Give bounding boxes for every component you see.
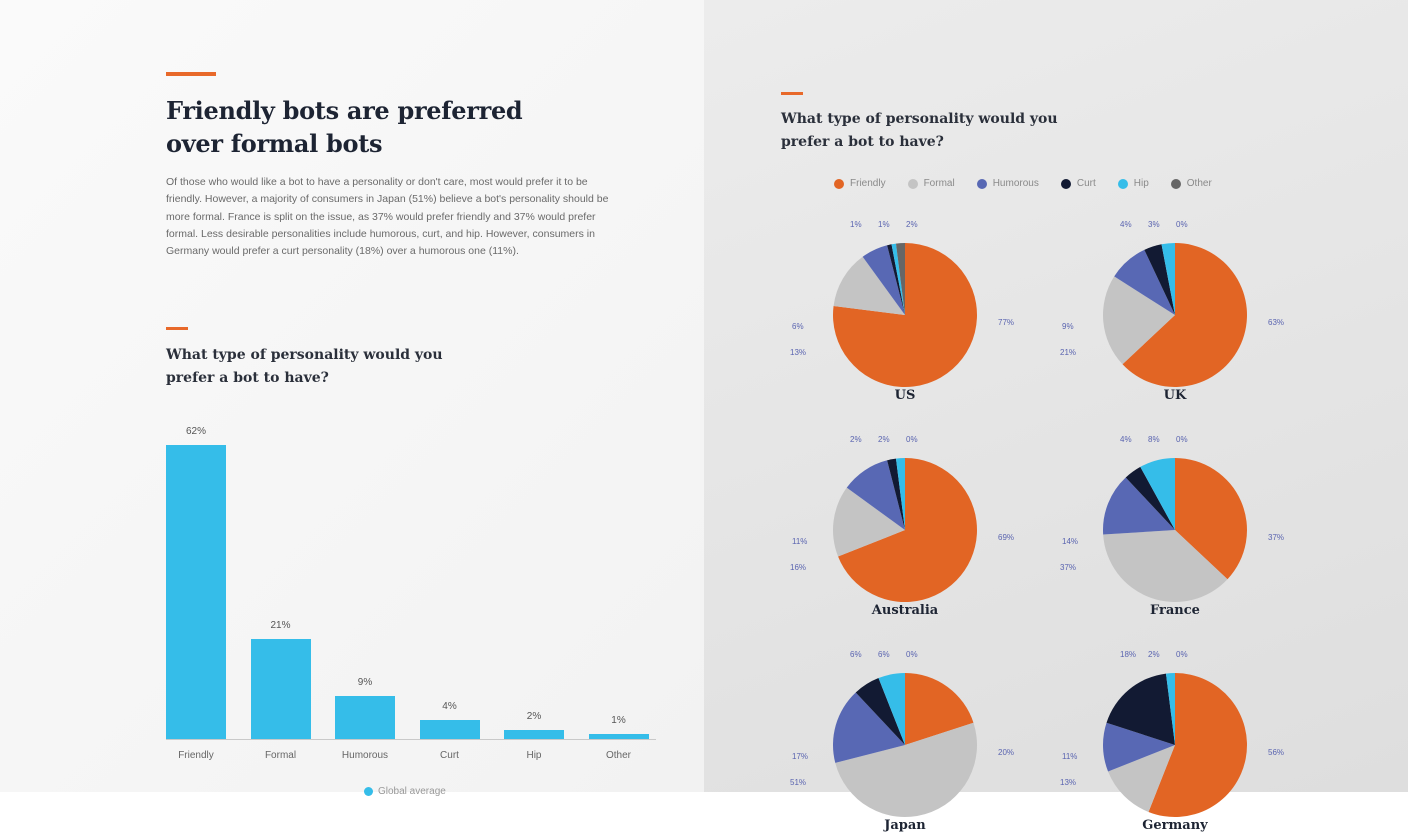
bar-value-label: 4% xyxy=(442,701,457,713)
pie-value-label: 11% xyxy=(792,537,808,546)
legend-dot-icon xyxy=(1117,178,1128,189)
pie-us: 77% 6% 13% 1% 1% 2% US xyxy=(780,210,1040,410)
legend-item-formal: Formal xyxy=(907,178,955,189)
pie-value-label: 6% xyxy=(878,650,890,659)
bar-other xyxy=(588,734,649,739)
pie-uk: 63% 9% 21% 4% 3% 0% UK xyxy=(1050,210,1310,410)
bar-category-label: Friendly xyxy=(178,750,214,761)
bar-value-label: 21% xyxy=(270,620,291,632)
bar-value-label: 9% xyxy=(357,677,373,689)
legend-item-other: Other xyxy=(1170,178,1212,189)
pie-value-label: 20% xyxy=(998,748,1015,757)
legend-dot-icon xyxy=(1170,178,1181,189)
pie-country-label: Japan xyxy=(884,818,926,833)
pie-value-label: 18% xyxy=(1120,650,1137,659)
pie-country-label: France xyxy=(1150,603,1200,618)
x-axis xyxy=(166,739,656,740)
pie-country-label: Germany xyxy=(1142,818,1208,833)
body-paragraph: Of those who would like a bot to have a … xyxy=(166,176,609,258)
left-panel xyxy=(0,0,704,792)
pie-value-label: 37% xyxy=(1060,563,1077,572)
right-panel xyxy=(704,0,1408,792)
pie-value-label: 0% xyxy=(1176,650,1188,659)
pie-value-label: 0% xyxy=(1176,220,1188,229)
legend-dot-icon xyxy=(364,786,373,796)
legend-item-friendly: Friendly xyxy=(834,178,886,189)
pie-value-label: 4% xyxy=(1120,220,1132,229)
pie-chart-title: What type of personality would you prefe… xyxy=(781,111,1058,150)
pie-value-label: 1% xyxy=(850,220,862,229)
legend-dot-icon xyxy=(907,178,918,189)
pie-value-label: 4% xyxy=(1120,435,1132,444)
pie-value-label: 2% xyxy=(850,435,862,444)
pie-value-label: 16% xyxy=(790,563,807,572)
bar-hip xyxy=(504,729,564,739)
pie-value-label: 51% xyxy=(790,778,807,787)
bar-value-label: 2% xyxy=(526,710,542,722)
accent-bar xyxy=(166,327,188,330)
bar-category-label: Humorous xyxy=(341,750,389,761)
pie-japan: 20% 17% 51% 6% 6% 0% Japan xyxy=(780,640,1040,840)
bar-category-label: Hip xyxy=(526,750,542,761)
pie-australia: 69% 11% 16% 2% 2% 0% Australia xyxy=(780,425,1040,625)
bar-curt xyxy=(419,720,480,739)
legend-item-curt: Curt xyxy=(1060,178,1096,189)
pie-value-label: 13% xyxy=(790,348,807,357)
pie-value-label: 8% xyxy=(1148,435,1160,444)
legend-item-hip: Hip xyxy=(1117,178,1149,189)
bar-category-label: Curt xyxy=(440,750,459,761)
pie-country-label: US xyxy=(894,388,916,403)
pie-germany: 56% 11% 13% 18% 2% 0% Germany xyxy=(1050,640,1310,840)
bar-value-label: 62% xyxy=(185,426,206,437)
pie-value-label: 6% xyxy=(850,650,862,659)
pie-value-label: 21% xyxy=(1060,348,1077,357)
accent-bar xyxy=(781,92,803,95)
legend-dot-icon xyxy=(976,178,987,189)
headline: Friendly bots are preferred over formal … xyxy=(166,96,523,158)
pie-value-label: 2% xyxy=(906,220,918,229)
pie-value-label: 56% xyxy=(1268,748,1285,757)
bar-chart-title: What type of personality would you prefe… xyxy=(166,347,443,386)
pie-value-label: 6% xyxy=(792,322,804,331)
pie-value-label: 37% xyxy=(1268,533,1285,542)
bar-chart: 62% Friendly 21% Formal 9% Humorous 4% Curt 2% Hi… xyxy=(166,420,656,761)
bar-category-label: Other xyxy=(605,750,631,761)
pie-value-label: 63% xyxy=(1268,318,1285,327)
bar-friendly xyxy=(166,445,226,739)
pie-value-label: 0% xyxy=(906,435,918,444)
bar-formal xyxy=(250,639,311,739)
pie-value-label: 14% xyxy=(1062,537,1079,546)
pie-value-label: 3% xyxy=(1148,220,1160,229)
pie-value-label: 77% xyxy=(998,318,1015,327)
pie-value-label: 2% xyxy=(1148,650,1160,659)
pie-legend: Friendly Formal Humorous Curt Hip Other xyxy=(834,178,1212,189)
pie-country-label: UK xyxy=(1163,388,1187,403)
legend-item-humorous: Humorous xyxy=(976,178,1039,189)
legend-dot-icon xyxy=(1060,178,1071,189)
pie-value-label: 2% xyxy=(878,435,890,444)
pie-value-label: 0% xyxy=(1176,435,1188,444)
pie-value-label: 69% xyxy=(998,533,1015,542)
pie-value-label: 9% xyxy=(1062,322,1074,331)
accent-bar xyxy=(166,72,216,76)
legend-dot-icon xyxy=(834,178,844,189)
pie-value-label: 11% xyxy=(1062,752,1078,761)
bar-category-label: Formal xyxy=(264,750,297,761)
pie-value-label: 13% xyxy=(1060,778,1077,787)
pie-country-label: Australia xyxy=(871,603,939,618)
bar-humorous xyxy=(335,696,395,739)
pie-value-label: 0% xyxy=(906,650,918,659)
pie-france: 37% 14% 37% 4% 8% 0% France xyxy=(1050,425,1310,625)
bar-value-label: 1% xyxy=(611,715,626,727)
pie-value-label: 17% xyxy=(792,752,809,761)
pie-value-label: 1% xyxy=(878,220,890,229)
